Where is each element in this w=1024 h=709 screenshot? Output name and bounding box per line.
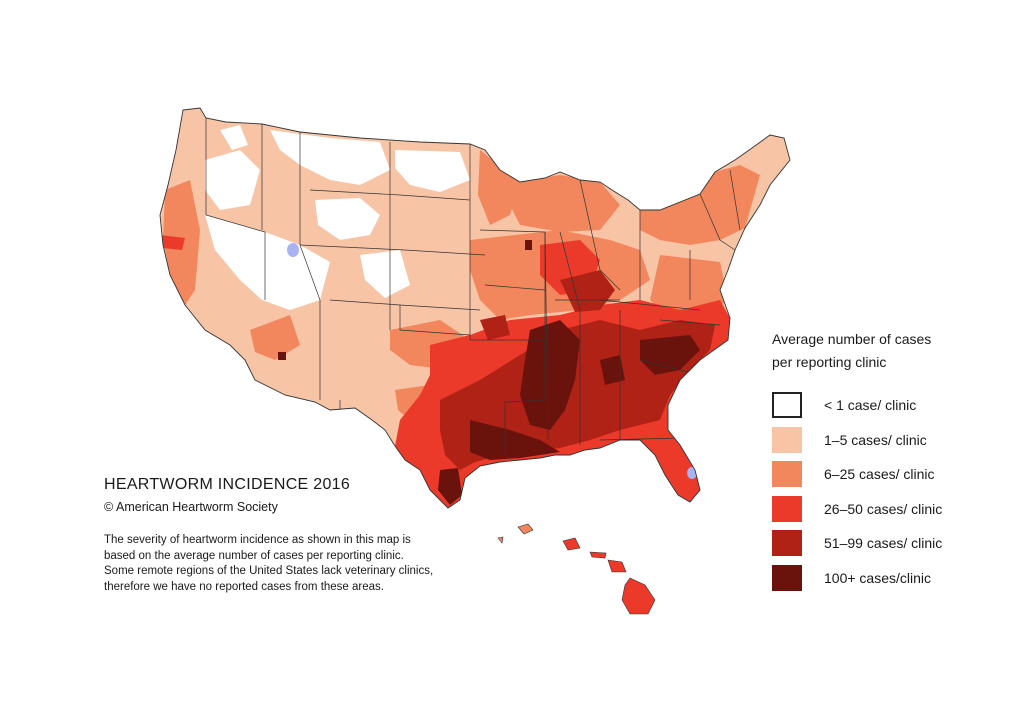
state-borders [205,118,741,455]
hawaii-oahu [562,537,581,551]
hawaii-kauai [517,523,534,535]
hawaii [497,523,656,615]
legend-swatch-6-25 [772,461,802,488]
us-outline [159,107,791,509]
map-note: The severity of heartworm incidence as s… [104,534,434,593]
legend-swatch-51-99 [772,530,802,557]
title-block: HEARTWORM INCIDENCE 2016 © American Hear… [104,476,464,514]
legend-title: Average number of cases per reporting cl… [772,328,1012,374]
legend-title-line2: per reporting clinic [772,354,887,370]
contiguous-us [159,107,791,509]
legend-label: 26–50 cases/ clinic [824,500,943,517]
region-100-plus [278,240,700,505]
great-salt-lake [287,243,299,257]
legend-label: 51–99 cases/ clinic [824,535,943,552]
legend-swatch-1-5 [772,426,802,453]
legend-swatch-100-plus [772,564,802,591]
legend-item: 1–5 cases/ clinic [772,423,1012,458]
lakes [287,243,697,479]
legend-swatch-26-50 [772,495,802,522]
hawaii-niihau [497,536,504,544]
legend-item: 100+ cases/clinic [772,561,1012,596]
hawaii-maui [607,559,627,573]
copyright-text: © American Heartworm Society [104,500,278,514]
legend-label: 100+ cases/clinic [824,569,932,586]
legend-title-line1: Average number of cases [772,331,932,347]
legend-item: 26–50 cases/ clinic [772,492,1012,527]
map-title: HEARTWORM INCIDENCE 2016 [104,476,351,493]
legend-item: < 1 case/ clinic [772,388,1012,423]
legend-swatch-under-1 [772,392,802,419]
hawaii-big-island [621,577,656,615]
hawaii-molokai [589,551,607,559]
legend-label: < 1 case/ clinic [824,397,917,414]
legend: Average number of cases per reporting cl… [772,328,1012,595]
legend-label: 6–25 cases/ clinic [824,466,935,483]
legend-label: 1–5 cases/ clinic [824,431,927,448]
legend-item: 51–99 cases/ clinic [772,526,1012,561]
legend-item: 6–25 cases/ clinic [772,457,1012,492]
